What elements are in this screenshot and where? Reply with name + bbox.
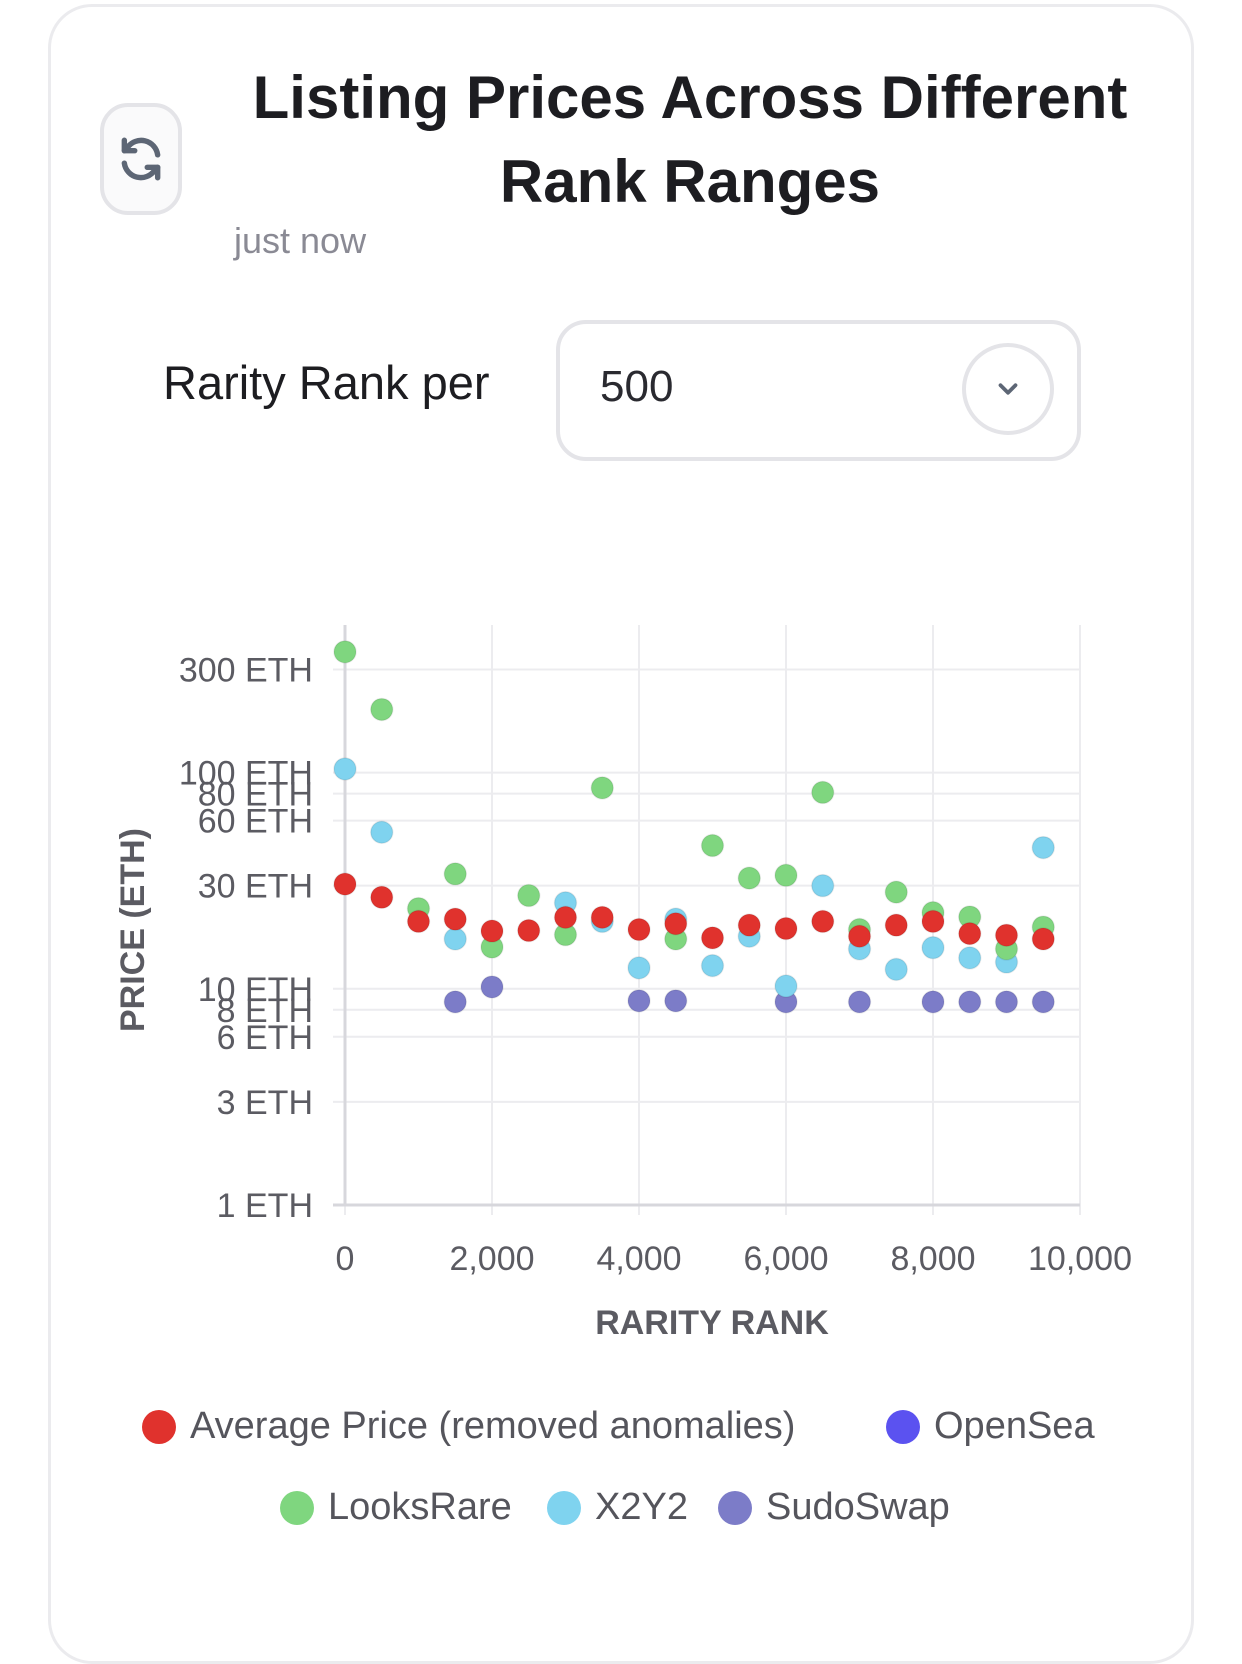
- x2y2-point[interactable]: [627, 956, 651, 980]
- average-price-removed-anomalies-point[interactable]: [774, 916, 798, 941]
- average-price-removed-anomalies-point[interactable]: [443, 907, 467, 931]
- looksrare-point[interactable]: [811, 780, 835, 805]
- average-price-removed-anomalies-point[interactable]: [553, 905, 578, 930]
- chevron-down-icon[interactable]: [962, 343, 1054, 435]
- average-price-removed-anomalies-point[interactable]: [847, 924, 872, 949]
- sudoswap-point[interactable]: [958, 990, 982, 1014]
- legend-label-opensea: OpenSea: [934, 1405, 1095, 1447]
- chart-title: Listing Prices Across Different Rank Ran…: [252, 64, 1128, 215]
- chart-points: [333, 640, 1055, 1014]
- y-axis-title: PRICE (ETH): [114, 828, 152, 1032]
- x-tick-label: 4,000: [596, 1240, 681, 1278]
- x2y2-point[interactable]: [774, 974, 798, 998]
- legend-label-looksrare: LooksRare: [328, 1486, 512, 1528]
- y-tick-label: 8 ETH: [217, 992, 313, 1030]
- series-looksrare: [333, 640, 1055, 961]
- looksrare-point[interactable]: [737, 866, 761, 890]
- x2y2-point[interactable]: [921, 935, 945, 960]
- average-price-removed-anomalies-point[interactable]: [737, 913, 761, 937]
- looksrare-point[interactable]: [774, 863, 798, 888]
- average-price-removed-anomalies-point[interactable]: [627, 917, 651, 942]
- sudoswap-point[interactable]: [994, 990, 1019, 1014]
- sudoswap-point[interactable]: [627, 989, 651, 1013]
- average-price-removed-anomalies-point[interactable]: [958, 921, 982, 946]
- sudoswap-point[interactable]: [443, 990, 467, 1014]
- legend-dot-x2y2: [547, 1490, 581, 1525]
- sudoswap-point[interactable]: [664, 989, 688, 1013]
- x-tick-label: 0: [336, 1240, 355, 1278]
- legend-item-looksrare[interactable]: LooksRare: [280, 1486, 512, 1529]
- x2y2-point[interactable]: [370, 820, 394, 844]
- y-tick-label: 30 ETH: [198, 868, 313, 906]
- average-price-removed-anomalies-point[interactable]: [1031, 927, 1055, 951]
- sudoswap-point[interactable]: [480, 975, 504, 999]
- looksrare-point[interactable]: [370, 697, 394, 722]
- series-average-price-removed-anomalies: [333, 872, 1055, 951]
- average-price-removed-anomalies-point[interactable]: [994, 923, 1019, 947]
- legend-dot-sudoswap: [718, 1490, 752, 1525]
- average-price-removed-anomalies-point[interactable]: [333, 872, 357, 896]
- y-tick-label: 80 ETH: [198, 776, 313, 814]
- x2y2-point[interactable]: [1031, 835, 1055, 860]
- y-tick-label: 1 ETH: [217, 1187, 313, 1225]
- legend-label-sudoswap: SudoSwap: [766, 1486, 950, 1528]
- x2y2-point[interactable]: [333, 757, 357, 781]
- last-updated-timestamp: just now: [234, 220, 367, 261]
- looksrare-point[interactable]: [590, 776, 614, 800]
- x2y2-point[interactable]: [884, 957, 908, 982]
- average-price-removed-anomalies-point[interactable]: [370, 885, 394, 910]
- y-tick-label: 60 ETH: [198, 803, 313, 841]
- sudoswap-point[interactable]: [847, 990, 872, 1014]
- average-price-removed-anomalies-point[interactable]: [884, 913, 908, 937]
- average-price-removed-anomalies-point[interactable]: [590, 905, 614, 930]
- average-price-removed-anomalies-point[interactable]: [480, 919, 504, 943]
- legend-label-x2y2: X2Y2: [595, 1486, 688, 1528]
- refresh-icon: [121, 137, 161, 181]
- refresh-button[interactable]: [100, 103, 182, 215]
- rarity-rank-label: Rarity Rank per: [163, 356, 490, 409]
- looksrare-point[interactable]: [517, 883, 541, 908]
- sudoswap-point[interactable]: [921, 990, 945, 1014]
- legend-dot-looksrare: [280, 1490, 314, 1525]
- legend-label-average-price: Average Price (removed anomalies): [190, 1405, 796, 1447]
- legend-dot-average-price: [142, 1409, 176, 1444]
- average-price-removed-anomalies-point[interactable]: [811, 909, 835, 934]
- average-price-removed-anomalies-point[interactable]: [921, 909, 945, 934]
- average-price-removed-anomalies-point[interactable]: [700, 926, 725, 950]
- y-tick-label: 6 ETH: [217, 1019, 313, 1057]
- x2y2-point[interactable]: [811, 873, 835, 898]
- y-tick-label: 10 ETH: [198, 971, 313, 1009]
- legend-dot-opensea: [886, 1409, 920, 1444]
- y-tick-label: 3 ETH: [217, 1084, 313, 1122]
- average-price-removed-anomalies-point[interactable]: [406, 909, 431, 934]
- series-sudoswap: [443, 975, 1055, 1014]
- x-axis-title: RARITY RANK: [595, 1304, 829, 1342]
- x-tick-label: 2,000: [449, 1240, 534, 1278]
- rarity-rank-select-value: 500: [600, 362, 674, 411]
- sudoswap-point[interactable]: [1031, 990, 1055, 1014]
- average-price-removed-anomalies-point[interactable]: [517, 918, 541, 943]
- average-price-removed-anomalies-point[interactable]: [664, 911, 688, 936]
- rarity-rank-select[interactable]: 500: [556, 320, 1081, 461]
- y-tick-label: 300 ETH: [179, 651, 313, 689]
- looksrare-point[interactable]: [333, 640, 357, 664]
- x2y2-point[interactable]: [958, 946, 982, 970]
- looksrare-point[interactable]: [443, 862, 467, 886]
- legend-item-sudoswap[interactable]: SudoSwap: [718, 1486, 950, 1529]
- y-tick-label: 100 ETH: [179, 755, 313, 793]
- chart-axes: [333, 625, 1080, 1207]
- chart-card: [48, 4, 1194, 1664]
- x-tick-label: 10,000: [1028, 1240, 1132, 1278]
- x2y2-point[interactable]: [443, 927, 467, 951]
- legend-item-opensea[interactable]: OpenSea: [886, 1405, 1095, 1448]
- looksrare-point[interactable]: [700, 833, 725, 858]
- legend-item-average-price[interactable]: Average Price (removed anomalies): [142, 1405, 795, 1448]
- looksrare-point[interactable]: [884, 880, 908, 904]
- x2y2-point[interactable]: [700, 953, 725, 978]
- x-tick-label: 6,000: [743, 1240, 828, 1278]
- legend-item-x2y2[interactable]: X2Y2: [547, 1486, 688, 1529]
- x-tick-label: 8,000: [890, 1240, 975, 1278]
